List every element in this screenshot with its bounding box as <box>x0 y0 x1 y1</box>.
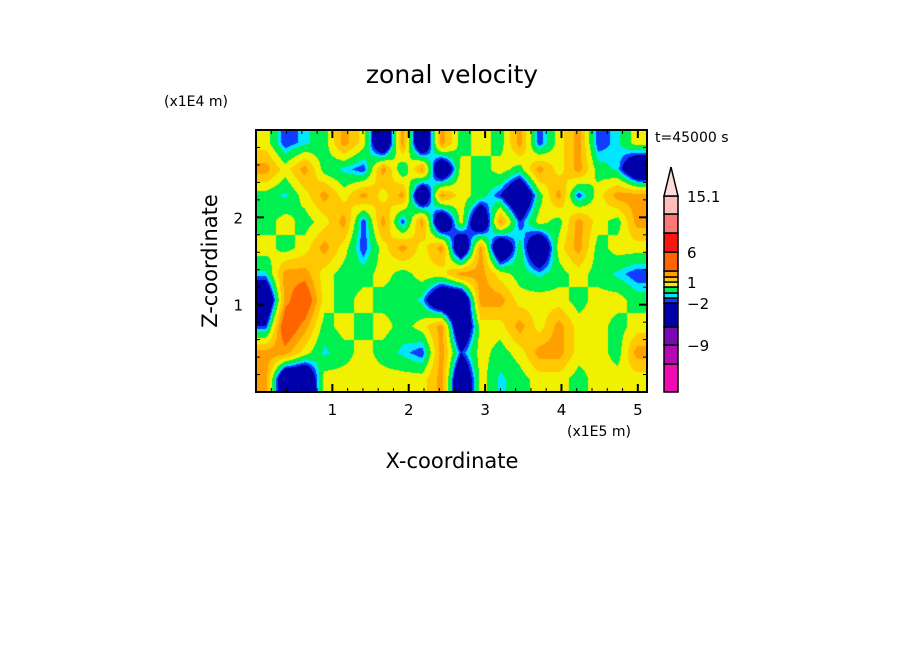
colorbar-label: −9 <box>687 337 709 355</box>
colorbar-segment <box>663 344 679 365</box>
y-tick-label: 1 <box>233 297 243 315</box>
colorbar-label: −2 <box>687 295 709 313</box>
colorbar-label: 1 <box>687 274 697 292</box>
x-tick-label: 5 <box>633 401 643 419</box>
heatmap-field <box>256 130 647 392</box>
y-axis-unit: (x1E4 m) <box>164 94 228 110</box>
x-tick-label: 1 <box>328 401 338 419</box>
colorbar-extend-triangle <box>663 166 679 197</box>
colorbar-segment <box>663 195 679 215</box>
colorbar-segment <box>663 213 679 234</box>
x-tick-label: 2 <box>404 401 414 419</box>
colorbar-label: 6 <box>687 244 697 262</box>
colorbar-segment <box>663 232 679 253</box>
colorbar-segment <box>663 251 679 272</box>
colorbar-segment <box>663 326 679 346</box>
plot-frame <box>255 129 648 393</box>
time-annotation: t=45000 s <box>655 130 729 146</box>
colorbar-segment <box>663 363 679 393</box>
x-tick-label: 3 <box>480 401 490 419</box>
colorbar-segment <box>663 270 679 278</box>
x-axis-label: X-coordinate <box>385 449 519 473</box>
colorbar-segment <box>663 302 679 328</box>
x-tick-label: 4 <box>557 401 567 419</box>
chart-title: zonal velocity <box>365 60 539 89</box>
colorbar-segment <box>663 286 679 294</box>
colorbar-label: 15.1 <box>687 188 720 206</box>
x-axis-unit: (x1E5 m) <box>567 424 631 440</box>
y-tick-label: 2 <box>233 209 243 227</box>
